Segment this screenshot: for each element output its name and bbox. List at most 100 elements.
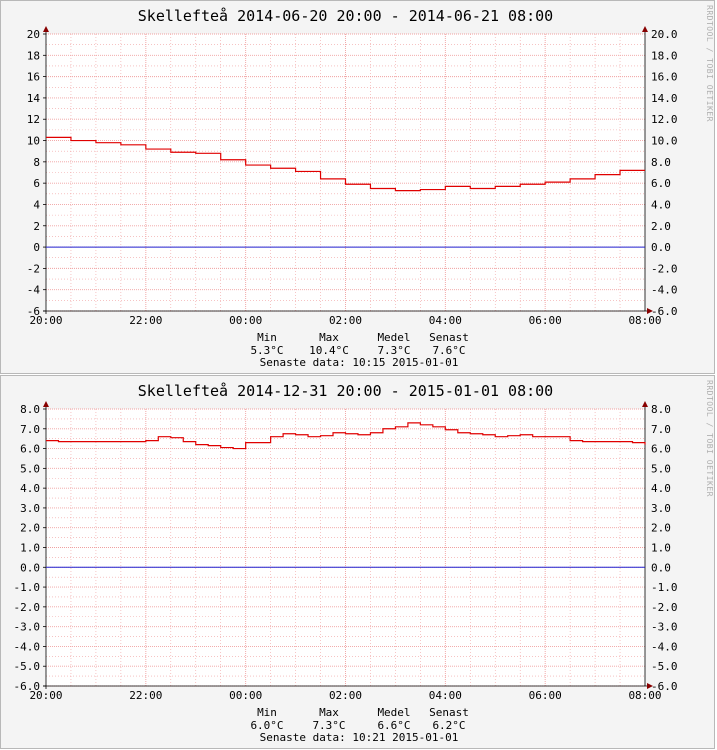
y-tick-label-left: 1.0 (20, 542, 40, 555)
y-axis-right-arrow-icon (642, 401, 648, 407)
stat-value: 7.3°C (312, 719, 345, 732)
stat-value: 7.3°C (377, 344, 410, 357)
y-tick-label-right: 14.0 (651, 92, 678, 105)
y-tick-label-right: -4.0 (651, 640, 678, 653)
rrdtool-watermark: RRDTOOL / TOBI OETIKER (705, 5, 714, 122)
y-tick-label-right: -2.0 (651, 262, 678, 275)
y-tick-label-left: 20 (27, 28, 40, 41)
y-tick-label-right: 7.0 (651, 423, 671, 436)
y-tick-label-left: 16 (27, 71, 40, 84)
temperature-chart-1: 20181614121086420-2-4-620.018.016.014.01… (27, 5, 714, 369)
y-tick-label-left: 0.0 (20, 561, 40, 574)
y-tick-label-left: -2.0 (14, 601, 41, 614)
x-tick-label: 20:00 (29, 314, 62, 327)
y-tick-label-right: -4.0 (651, 284, 678, 297)
stat-header: Senast (429, 706, 469, 719)
y-tick-label-left: 10 (27, 135, 40, 148)
chart-title: Skellefteå 2014-06-20 20:00 - 2014-06-21… (138, 7, 553, 25)
temperature-series-line (46, 136, 645, 192)
y-tick-label-right: -6.0 (651, 680, 678, 693)
y-tick-label-left: -1.0 (14, 581, 41, 594)
stat-header: Min (257, 331, 277, 344)
y-tick-label-left: 18 (27, 49, 40, 62)
y-tick-label-right: 6.0 (651, 177, 671, 190)
last-data-label: Senaste data: 10:21 2015-01-01 (260, 731, 459, 744)
stat-header: Medel (377, 706, 410, 719)
y-tick-label-right: -5.0 (651, 660, 678, 673)
y-tick-label-right: 4.0 (651, 482, 671, 495)
y-axis-left-arrow-icon (43, 401, 49, 407)
y-tick-label-right: -6.0 (651, 305, 678, 318)
x-tick-label: 02:00 (329, 689, 362, 702)
stat-value: 6.2°C (432, 719, 465, 732)
y-tick-label-left: 6 (33, 177, 40, 190)
y-tick-label-left: 8 (33, 156, 40, 169)
y-tick-label-left: -6.0 (14, 680, 41, 693)
stat-header: Senast (429, 331, 469, 344)
y-tick-label-left: -4 (27, 284, 41, 297)
last-data-label: Senaste data: 10:15 2015-01-01 (260, 356, 459, 369)
stat-header: Medel (377, 331, 410, 344)
y-tick-label-left: 4.0 (20, 482, 40, 495)
graph-panel-1: 20 18 16 14 12 10 8 6 4 2 0 -2 -4 -6 20.0 18.0 16.0 14.0 1… (0, 0, 715, 374)
y-tick-label-right: 3.0 (651, 502, 671, 515)
y-tick-label-left: 6.0 (20, 443, 40, 456)
temperature-chart-2: 8.0 7.0 6.0 5.0 4.0 3.0 2.0 1.0 0.0 -1.0 -2.0 -3.0 -… (14, 380, 715, 744)
x-tick-label: 00:00 (229, 689, 262, 702)
stat-header: Max (319, 331, 339, 344)
y-tick-label-left: 5.0 (20, 462, 40, 475)
chart-title: Skellefteå 2014-12-31 20:00 - 2015-01-01… (138, 382, 553, 400)
y-tick-label-right: 5.0 (651, 462, 671, 475)
stat-header: Max (319, 706, 339, 719)
y-axis-left-arrow-icon (43, 26, 49, 32)
y-tick-label-right: -3.0 (651, 621, 678, 634)
x-tick-label: 22:00 (129, 689, 162, 702)
x-tick-label: 00:00 (229, 314, 262, 327)
y-tick-label-left: -3.0 (14, 621, 41, 634)
y-tick-label-right: -1.0 (651, 581, 678, 594)
y-tick-label-right: 16.0 (651, 71, 678, 84)
y-tick-label-left: 8.0 (20, 403, 40, 416)
x-tick-label: 06:00 (529, 314, 562, 327)
y-tick-label-left: -5.0 (14, 660, 41, 673)
x-tick-label: 06:00 (529, 689, 562, 702)
x-tick-label: 04:00 (429, 314, 462, 327)
y-tick-label-left: 2.0 (20, 522, 40, 535)
stat-value: 7.6°C (432, 344, 465, 357)
y-tick-label-left: -4.0 (14, 640, 41, 653)
y-tick-label-left: -6 (27, 305, 40, 318)
graph-panel-2: 8.0 7.0 6.0 5.0 4.0 3.0 2.0 1.0 0.0 -1.0 -2.0 -3.0 -… (0, 375, 715, 749)
y-tick-label-right: 6.0 (651, 443, 671, 456)
x-axis-arrow-icon (647, 308, 653, 314)
y-tick-label-left: 0 (33, 241, 40, 254)
rrdtool-watermark: RRDTOOL / TOBI OETIKER (705, 380, 714, 497)
y-tick-label-left: 14 (27, 92, 41, 105)
y-tick-label-right: 8.0 (651, 403, 671, 416)
y-tick-label-left: -2 (27, 262, 40, 275)
stat-value: 6.6°C (377, 719, 410, 732)
stat-value: 6.0°C (250, 719, 283, 732)
stat-value: 10.4°C (309, 344, 349, 357)
y-tick-label-right: 18.0 (651, 49, 678, 62)
y-tick-label-right: 12.0 (651, 113, 678, 126)
y-tick-label-right: 4.0 (651, 198, 671, 211)
x-tick-label: 04:00 (429, 689, 462, 702)
y-axis-right-arrow-icon (642, 26, 648, 32)
y-tick-label-right: 10.0 (651, 135, 678, 148)
y-tick-label-left: 4 (33, 198, 40, 211)
stat-header: Min (257, 706, 277, 719)
x-tick-label: 22:00 (129, 314, 162, 327)
y-tick-label-right: 8.0 (651, 156, 671, 169)
y-tick-label-right: 0.0 (651, 561, 671, 574)
y-tick-label-right: 2.0 (651, 522, 671, 535)
y-tick-label-left: 12 (27, 113, 40, 126)
y-tick-label-right: -2.0 (651, 601, 678, 614)
y-tick-label-right: 0.0 (651, 241, 671, 254)
x-tick-label: 20:00 (29, 689, 62, 702)
y-tick-label-right: 2.0 (651, 220, 671, 233)
stat-value: 5.3°C (250, 344, 283, 357)
y-tick-label-left: 2 (33, 220, 40, 233)
y-tick-label-right: 1.0 (651, 542, 671, 555)
y-tick-label-right: 20.0 (651, 28, 678, 41)
y-tick-label-left: 7.0 (20, 423, 40, 436)
